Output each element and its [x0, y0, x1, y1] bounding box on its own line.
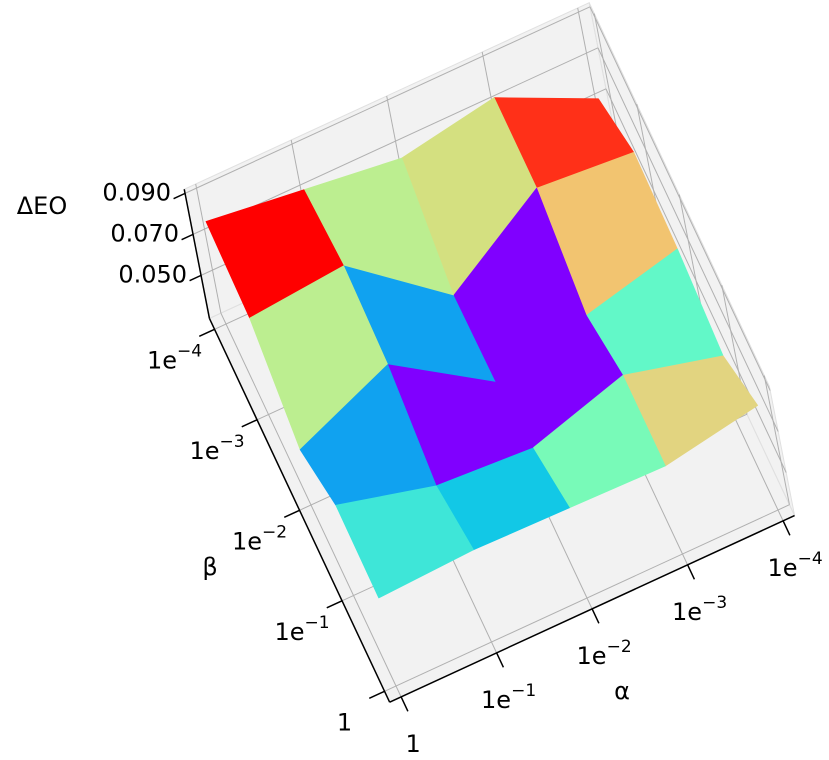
y-tick — [326, 600, 343, 609]
surface — [205, 97, 758, 599]
z-tick — [181, 233, 194, 241]
z-tick-label: 0.070 — [110, 219, 179, 247]
x-tick — [782, 520, 791, 536]
y-tick-label: 1e−3 — [189, 432, 244, 465]
y-axis-label: β — [202, 553, 217, 581]
x-tick-label: 1e−2 — [577, 637, 632, 670]
grid-line — [184, 6, 591, 194]
x-tick — [400, 696, 409, 712]
z-axis-line — [183, 189, 211, 319]
z-tick-label: 0.050 — [118, 260, 187, 288]
z-tick-label: 0.090 — [102, 178, 171, 206]
grid-line — [192, 47, 599, 235]
x-tick — [591, 608, 600, 624]
surface-patch — [335, 485, 474, 599]
y-tick-label: 1e−1 — [274, 613, 329, 646]
y-tick-label: 1 — [337, 708, 352, 736]
grid-line — [597, 47, 779, 432]
y-tick-label: 1e−4 — [147, 341, 202, 374]
grid-line — [195, 183, 222, 314]
grid-line — [593, 13, 620, 143]
x-tick-label: 1e−1 — [481, 681, 536, 714]
x-tick — [686, 564, 696, 580]
axes: 1 1e−1 1e−2 1e−3 1e−4 1 1e−1 1e−2 1e−3 1e−4 0.050 0… — [102, 178, 822, 757]
x-tick-label: 1e−3 — [672, 593, 727, 626]
z-axis-label: ΔEO — [17, 192, 67, 220]
z-tick — [173, 192, 186, 200]
x-tick-label: 1e−4 — [768, 549, 823, 582]
z-tick — [189, 274, 202, 282]
grid-line — [605, 88, 787, 473]
y-tick — [241, 419, 258, 428]
y-tick-label: 1e−2 — [232, 522, 287, 555]
y-tick — [283, 509, 300, 519]
y-tick — [368, 690, 385, 700]
x-axis-label: α — [614, 677, 630, 705]
grid-line — [589, 6, 771, 391]
grid-line — [384, 504, 790, 692]
x-tick — [495, 652, 505, 668]
x-tick-label: 1 — [405, 730, 420, 758]
grid-line — [763, 375, 790, 505]
y-tick — [198, 328, 215, 338]
